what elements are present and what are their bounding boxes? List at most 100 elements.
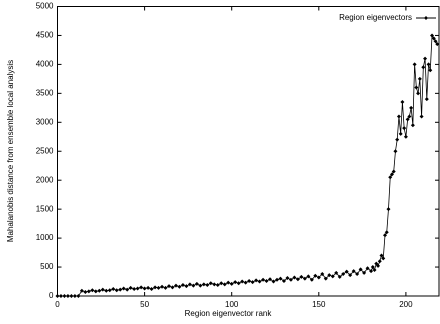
x-tick-label: 50 [140, 300, 149, 309]
data-point [402, 126, 407, 131]
y-tick-label: 1000 [36, 233, 54, 242]
data-point [254, 278, 259, 283]
data-point [341, 271, 346, 276]
data-point [163, 285, 168, 290]
data-point [160, 284, 165, 289]
data-point [268, 277, 273, 282]
data-point [403, 134, 408, 139]
data-point [264, 278, 269, 283]
data-point [405, 117, 410, 122]
data-point [97, 288, 102, 293]
data-point [281, 278, 286, 283]
data-point [334, 270, 339, 275]
data-point [377, 259, 382, 264]
plot-frame [57, 6, 440, 297]
data-point [344, 269, 349, 274]
data-point [226, 280, 231, 285]
data-point [309, 277, 314, 282]
y-axis-label: Mahalanobis distance from ensemble local… [6, 60, 15, 242]
data-point [205, 282, 210, 287]
data-point [412, 62, 417, 67]
x-tick-label: 200 [399, 300, 413, 309]
data-point [139, 285, 144, 290]
data-point [170, 285, 175, 290]
data-point [292, 275, 297, 280]
data-point [79, 288, 84, 293]
data-point [426, 62, 431, 67]
data-point [76, 294, 81, 298]
data-point [111, 287, 116, 292]
data-point [376, 263, 381, 268]
data-point [191, 283, 196, 288]
y-tick-label: 2500 [36, 146, 54, 155]
data-point [222, 282, 227, 287]
x-tick-label: 100 [225, 300, 239, 309]
data-point [208, 281, 213, 286]
y-tick-label: 3500 [36, 88, 54, 97]
data-point [355, 271, 360, 276]
data-point [330, 274, 335, 279]
data-point [410, 123, 415, 128]
data-point [194, 281, 199, 286]
data-point [261, 277, 266, 282]
data-point [391, 169, 396, 174]
data-point [156, 285, 161, 290]
y-tick-label: 2000 [36, 175, 54, 184]
data-point [233, 280, 238, 285]
data-point [104, 288, 109, 293]
data-point [121, 286, 126, 291]
data-point [379, 253, 384, 258]
data-point [177, 284, 182, 289]
data-point [201, 282, 206, 287]
x-axis-label: Region eigenvector rank [185, 309, 273, 318]
y-tick-label: 3000 [36, 117, 54, 126]
y-tick-label: 4500 [36, 31, 54, 40]
data-point [384, 230, 389, 235]
data-point [306, 274, 311, 279]
data-point [362, 270, 367, 275]
data-point [400, 100, 405, 105]
data-point [295, 277, 300, 282]
data-point [382, 233, 387, 238]
y-tick-label: 4000 [36, 60, 54, 69]
data-point [389, 172, 394, 177]
data-point [435, 42, 440, 47]
y-tick-label: 1500 [36, 204, 54, 213]
data-point [90, 288, 95, 293]
data-point [83, 289, 88, 294]
data-point [386, 207, 391, 212]
data-point [388, 175, 393, 180]
data-point [198, 283, 203, 288]
data-point [153, 285, 158, 290]
data-point [428, 68, 433, 73]
data-point [431, 36, 436, 41]
data-point [86, 289, 91, 294]
y-tick-label: 5000 [36, 2, 54, 11]
data-point [395, 137, 400, 142]
data-point [212, 282, 217, 287]
data-point [417, 76, 422, 81]
data-point [250, 280, 255, 285]
data-point [65, 294, 70, 298]
data-point [351, 269, 356, 274]
data-point [348, 273, 353, 278]
data-point [173, 283, 178, 288]
data-point [370, 265, 375, 270]
data-point [114, 288, 119, 293]
data-point [128, 285, 133, 290]
data-point [166, 284, 171, 289]
data-point [58, 294, 63, 298]
legend-label: Region eigenvectors [339, 13, 412, 22]
data-point [393, 149, 398, 154]
data-point [419, 114, 424, 119]
data-point [327, 273, 332, 278]
data-point [313, 273, 318, 278]
data-point [247, 278, 252, 283]
data-point [219, 281, 224, 286]
data-point [142, 286, 147, 291]
series-line [57, 34, 438, 297]
data-point [184, 284, 189, 289]
data-point [278, 276, 283, 281]
data-point [421, 65, 426, 70]
